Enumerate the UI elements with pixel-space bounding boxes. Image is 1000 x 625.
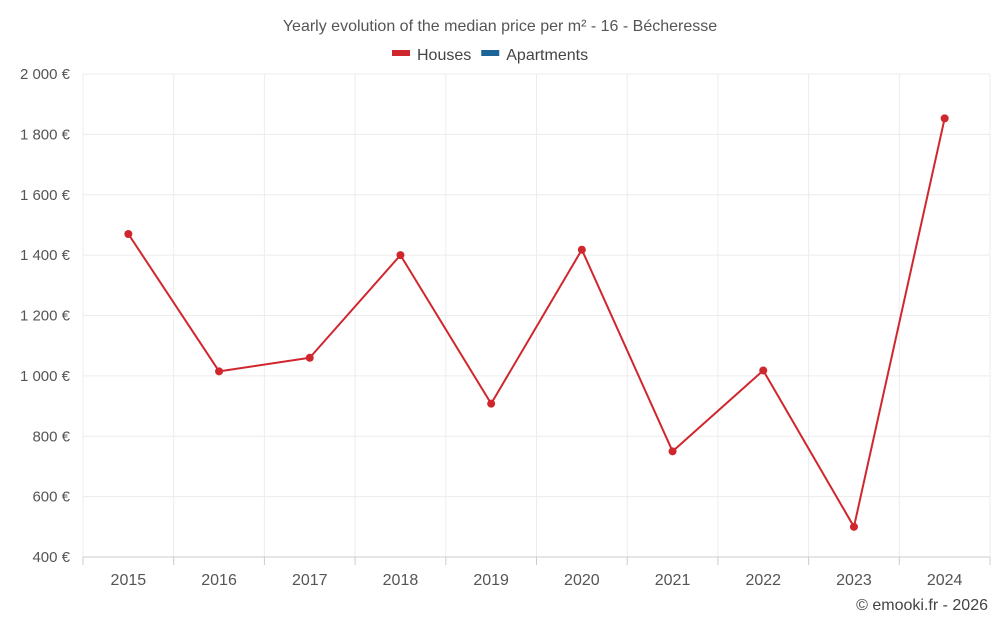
legend-label-apartments[interactable]: Apartments: [506, 47, 588, 64]
y-tick-label: 600 €: [32, 489, 70, 506]
legend: Houses Apartments: [392, 47, 588, 64]
x-tick-label: 2024: [927, 572, 963, 589]
x-tick-label: 2023: [836, 572, 872, 589]
y-tick-label: 1 000 €: [20, 368, 71, 385]
x-tick-label: 2017: [292, 572, 328, 589]
legend-swatch-apartments[interactable]: [481, 50, 500, 56]
x-tick-label: 2020: [564, 572, 600, 589]
data-point[interactable]: [577, 245, 586, 254]
legend-swatch-houses[interactable]: [392, 50, 410, 56]
x-tick-label: 2016: [201, 572, 237, 589]
chart-title: Yearly evolution of the median price per…: [283, 18, 717, 35]
y-tick-label: 1 600 €: [20, 187, 71, 204]
x-tick-label: 2019: [473, 572, 509, 589]
y-tick-label: 400 €: [32, 549, 70, 566]
y-tick-label: 2 000 €: [20, 66, 71, 83]
y-tick-label: 1 400 €: [20, 247, 71, 264]
data-point[interactable]: [940, 114, 949, 123]
legend-label-houses[interactable]: Houses: [417, 47, 471, 64]
x-tick-label: 2015: [111, 572, 147, 589]
grid: [82, 73, 991, 557]
x-tick-label: 2018: [383, 572, 419, 589]
series-line-houses: [127, 118, 946, 528]
y-tick-label: 800 €: [32, 428, 70, 445]
data-point[interactable]: [668, 447, 677, 456]
y-tick-label: 1 200 €: [20, 308, 71, 325]
data-point[interactable]: [396, 251, 405, 260]
data-point[interactable]: [215, 367, 224, 376]
credit-text: © emooki.fr - 2026: [856, 597, 988, 614]
series-layer: [124, 114, 949, 531]
y-axis: 400 € 600 € 800 € 1 000 € 1 200 € 1 400 € 1 60…: [20, 66, 71, 566]
data-point[interactable]: [487, 399, 496, 408]
data-point[interactable]: [305, 353, 314, 362]
y-tick-label: 1 800 €: [20, 126, 71, 143]
x-tick-label: 2021: [655, 572, 691, 589]
data-point[interactable]: [849, 522, 858, 531]
data-point[interactable]: [759, 366, 768, 375]
x-axis: 2015 2016 2017 2018 2019 2020 2021 2022 2023 2024: [82, 556, 991, 589]
data-point[interactable]: [124, 229, 133, 238]
x-tick-label: 2022: [745, 572, 781, 589]
